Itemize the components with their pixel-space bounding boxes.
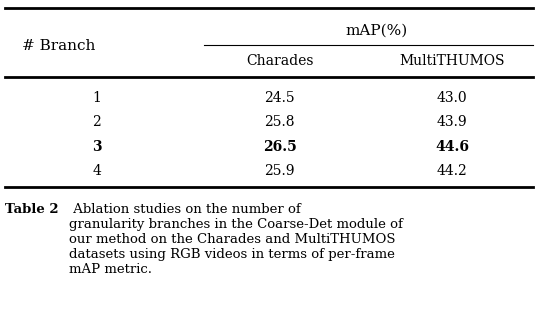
Text: mAP(%): mAP(%) (345, 24, 408, 38)
Text: 24.5: 24.5 (265, 91, 295, 105)
Text: 43.0: 43.0 (437, 91, 467, 105)
Text: 25.8: 25.8 (265, 115, 295, 129)
Text: 2: 2 (93, 115, 101, 129)
Text: 43.9: 43.9 (437, 115, 467, 129)
Text: 44.2: 44.2 (436, 164, 468, 178)
Text: 1: 1 (93, 91, 101, 105)
Text: 44.6: 44.6 (435, 139, 469, 154)
Text: Table 2: Table 2 (5, 203, 59, 216)
Text: Charades: Charades (246, 54, 314, 68)
Text: 3: 3 (92, 139, 102, 154)
Text: 26.5: 26.5 (263, 139, 296, 154)
Text: Ablation studies on the number of
granularity branches in the Coarse-Det module : Ablation studies on the number of granul… (69, 203, 403, 276)
Text: MultiTHUMOS: MultiTHUMOS (399, 54, 505, 68)
Text: # Branch: # Branch (22, 39, 95, 53)
Text: 25.9: 25.9 (265, 164, 295, 178)
Text: 4: 4 (93, 164, 101, 178)
